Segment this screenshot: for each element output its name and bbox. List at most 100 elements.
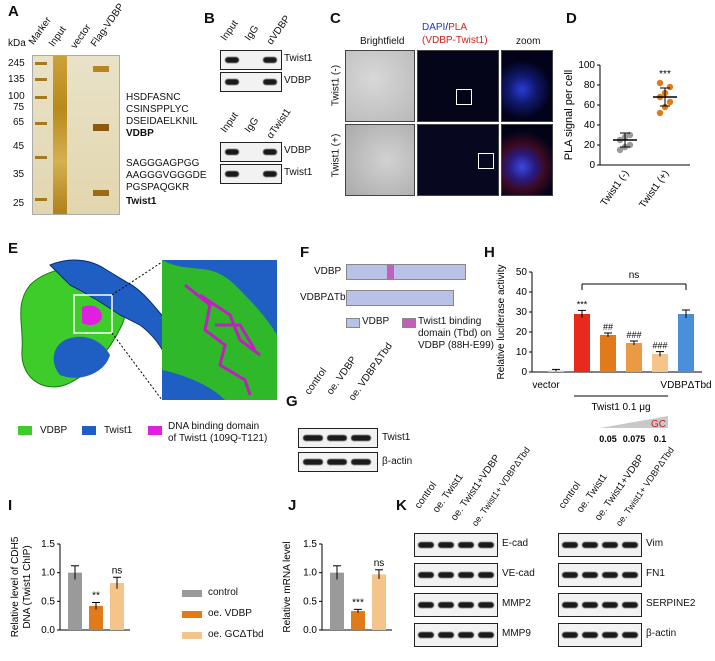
panel-f-label: F — [300, 244, 310, 261]
lg-oe-vdbp: oe. VDBP — [208, 608, 252, 619]
k-left-band — [438, 602, 454, 608]
pla-pos — [417, 124, 499, 196]
k-left-band — [458, 632, 474, 638]
lg-oe-vdbp-swatch — [182, 611, 202, 618]
lane-input: Input — [46, 24, 69, 49]
h-tick-label: 0 — [521, 367, 527, 378]
j-tick-label: 0.5 — [303, 596, 317, 607]
c-col-title: DAPI/PLA — [422, 22, 467, 33]
j-bar — [351, 611, 365, 630]
h-x-vector: vector — [532, 380, 560, 391]
seq2-line2: AAGGGVGGGDE — [126, 170, 207, 181]
panel-k-label: K — [396, 497, 407, 514]
panel-c-label: C — [330, 10, 341, 27]
legend-twist1-swatch — [82, 426, 96, 435]
tbd-segment — [387, 265, 394, 279]
d-point — [666, 98, 674, 106]
b-row-vdbp: VDBP — [284, 75, 312, 86]
d-tick-label: 40 — [584, 120, 596, 131]
k-left-band — [458, 542, 474, 548]
panel-i-label: I — [8, 497, 13, 514]
i-bar — [89, 605, 103, 630]
panel-h-label: H — [484, 244, 495, 261]
lg-control-swatch — [182, 590, 202, 597]
panel-j-label: J — [288, 497, 297, 514]
i-bar — [110, 582, 124, 630]
k-left-row-label: MMP2 — [502, 598, 531, 609]
h-gc-wedge — [600, 416, 668, 428]
j-tick-label: 1.0 — [303, 568, 317, 579]
seq2-line3: PGSPAQGKR — [126, 182, 190, 193]
h-x-dtbd: VDBPΔTbd — [660, 380, 711, 391]
h-sig: ### — [652, 341, 667, 351]
k-left-band — [418, 572, 434, 578]
pla-neg — [417, 50, 499, 122]
d-point — [616, 146, 624, 154]
k-left-blot — [414, 623, 498, 647]
f-legend-tbd-2: domain (Tbd) on — [418, 328, 492, 339]
b-bot-lane-input: Input — [218, 110, 241, 135]
f-legend-vdbp: VDBP — [362, 316, 390, 327]
k-right-band — [622, 632, 638, 638]
d-xlabel: Twist1 (+) — [637, 168, 671, 210]
b-blot-vdbp-2 — [220, 142, 282, 162]
h-bar — [574, 314, 590, 372]
k-right-row-label: β-actin — [646, 628, 677, 639]
vdbp-domain-bar — [346, 264, 466, 280]
seq1-line1: HSDFASNC — [126, 92, 181, 103]
h-bar — [652, 354, 668, 372]
j-bar — [372, 574, 386, 630]
k-left-blot — [414, 593, 498, 617]
seq1-line3: DSEIDAELKNIL — [126, 116, 198, 127]
h-bar — [600, 335, 616, 372]
panel-d-label: D — [566, 10, 577, 27]
j-tick-label: 1.5 — [303, 539, 317, 550]
b-blot-twist1-2 — [220, 164, 282, 184]
b-row-twist1: Twist1 — [284, 53, 313, 64]
i-sig: ns — [112, 565, 123, 576]
d-point — [656, 79, 664, 87]
panel-g-label: G — [286, 393, 298, 410]
mw-25: 25 — [13, 198, 25, 209]
dbd-patch — [82, 305, 102, 325]
f-row-vdbp: VDBP — [314, 266, 342, 277]
i-ylabel-2: DNA (Twist1 ChIP) — [22, 545, 33, 628]
i-sig: ** — [92, 590, 100, 601]
d-point — [661, 103, 669, 111]
k-right-band — [622, 542, 638, 548]
j-ylabel: Relative mRNA level — [282, 541, 293, 632]
panel-e-label: E — [8, 240, 19, 257]
f-row-dtbd: VDBPΔTbd — [300, 292, 352, 303]
k-right-band — [562, 542, 578, 548]
lane-flag-vdbp: Flag-VDBP — [88, 1, 127, 50]
j-bar — [330, 572, 344, 630]
panel-b-label: B — [204, 10, 215, 27]
h-bar — [678, 314, 694, 372]
f-legend-vdbp-swatch — [346, 318, 360, 328]
c-vdbp-twist1: (VDBP-Twist1) — [422, 35, 488, 46]
seq1-line2: CSINSPPLYC — [126, 104, 189, 115]
h-bar — [626, 343, 642, 372]
h-twist-label: Twist1 0.1 μg — [591, 402, 650, 413]
legend-dbd-2: of Twist1 (109Q-T121) — [168, 433, 268, 444]
chart-h: 0 10 20 30 40 50 Relative luciferase activity *… — [496, 264, 712, 444]
d-tick-label: 20 — [584, 140, 596, 151]
legend-vdbp-swatch — [18, 426, 32, 435]
h-sig: ## — [603, 322, 613, 332]
j-sig: ns — [374, 558, 385, 569]
brightfield-neg — [345, 50, 415, 122]
h-ns: ns — [629, 270, 640, 281]
c-row-twist1-neg: Twist1 (-) — [330, 64, 342, 107]
d-tick-label: 60 — [584, 100, 596, 111]
c-dapi: DAPI — [422, 22, 446, 33]
kda-label: kDa — [8, 38, 26, 49]
legend-dbd-swatch — [148, 426, 162, 435]
k-left-band — [478, 572, 494, 578]
brightfield-pos — [345, 124, 415, 196]
k-left-band — [458, 572, 474, 578]
i-tick-label: 1.0 — [41, 568, 55, 579]
k-right-row-label: Vim — [646, 538, 664, 549]
h-gc: GC — [651, 419, 666, 430]
k-right-band — [622, 602, 638, 608]
h-gc-val: 0.05 — [599, 434, 617, 444]
